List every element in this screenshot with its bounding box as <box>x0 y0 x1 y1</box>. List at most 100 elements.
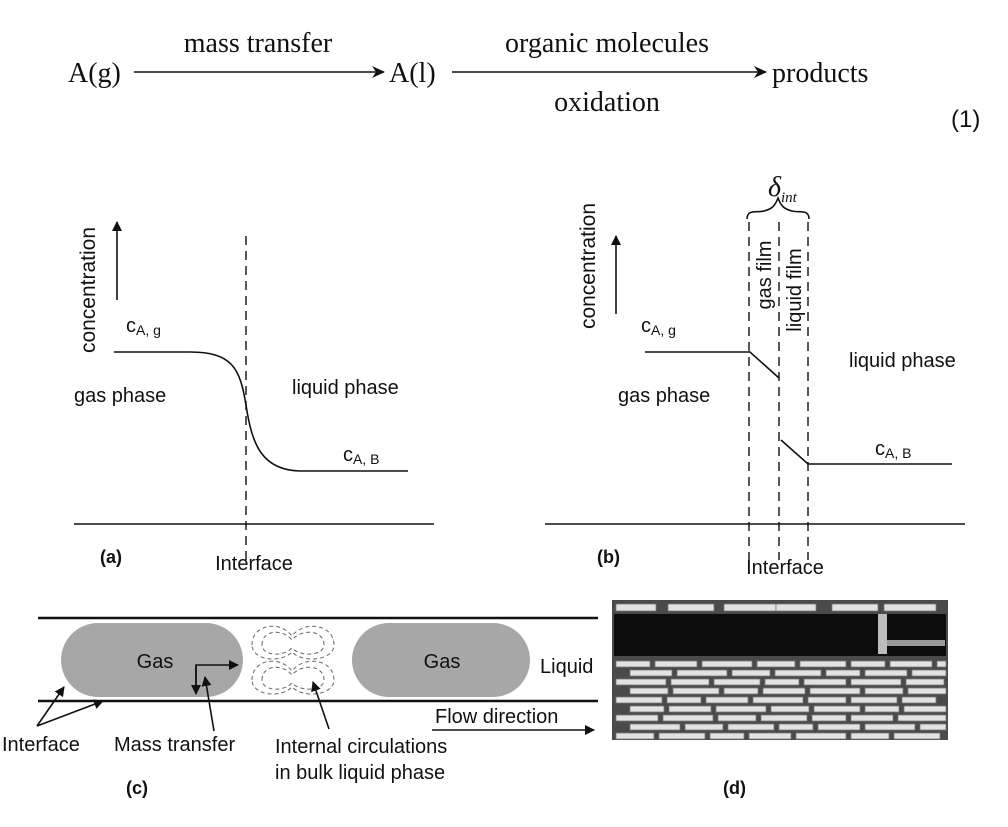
photo-cell <box>907 687 947 695</box>
panel-a-c-liquid-label: cA, B <box>343 444 379 467</box>
photo-cell <box>672 687 720 695</box>
photo-cell <box>850 732 890 740</box>
interface-pointer-bubble <box>36 686 65 727</box>
panel-a-c-gas-label: cA, g <box>126 315 161 338</box>
circulation-loop-lower-outer <box>251 660 335 695</box>
panel-a-interface-label: Interface <box>215 553 293 575</box>
liquid-label: Liquid <box>540 656 593 678</box>
circulation-loop-upper-outer <box>251 625 335 660</box>
circulation-loop-lower-inner <box>261 666 325 690</box>
panel-b-interface-label: Interface <box>746 557 824 579</box>
photo-cell <box>684 723 724 731</box>
photo-cell <box>662 714 714 722</box>
flow-direction-label: Flow direction <box>435 706 558 728</box>
photo-cell <box>764 678 800 686</box>
photo-cell <box>831 603 879 612</box>
interface-pointer-wall <box>36 699 104 727</box>
photo-cell <box>667 603 715 612</box>
photo-cell <box>799 660 847 668</box>
photo-cell <box>731 669 771 677</box>
panel-c: Gas Gas Liquid Flow direction Interface … <box>2 616 598 798</box>
photo-cell <box>654 660 698 668</box>
photo-cell <box>615 660 651 668</box>
panel-b-gas-phase-label: gas phase <box>618 385 710 407</box>
photo-cell <box>752 696 804 704</box>
photo-cell <box>850 660 886 668</box>
photo-cell <box>713 678 761 686</box>
photo-cell <box>676 669 728 677</box>
intermediate-label: A(l) <box>389 58 436 89</box>
circulation-label-line1: Internal circulations <box>275 736 447 758</box>
photo-cell <box>813 705 861 713</box>
mass-transfer-label: Mass transfer <box>114 734 235 756</box>
gas-bubble-right <box>352 623 530 697</box>
photo-horizontal-bar <box>887 640 945 646</box>
photo-cell <box>668 705 712 713</box>
panel-b-c-liquid-label: cA, B <box>875 438 911 461</box>
oxidation-arrow-bottom-label: oxidation <box>554 87 660 118</box>
photo-cell <box>807 696 847 704</box>
panel-b-liquid-film-label: liquid film <box>784 248 806 331</box>
internal-circulation-loops <box>251 625 335 695</box>
panel-a: concentration cA, g gas phase liquid pha… <box>74 221 434 575</box>
panel-b-liquid-phase-label: liquid phase <box>849 350 956 372</box>
photo-cell <box>864 723 916 731</box>
photo-cell <box>717 714 757 722</box>
photo-cell <box>723 603 777 612</box>
photo-cell <box>850 696 898 704</box>
photo-cell <box>864 669 908 677</box>
reactant-label: A(g) <box>68 58 121 89</box>
photo-cell <box>615 732 655 740</box>
panel-b-delta-brace <box>746 195 810 220</box>
panel-d-label: (d) <box>723 778 746 798</box>
panel-b-liquid-side-profile <box>780 439 952 465</box>
photo-cell <box>760 714 808 722</box>
photo-cell <box>774 669 822 677</box>
photo-cell-array <box>615 603 947 740</box>
panel-a-concentration-profile <box>114 351 408 472</box>
photo-cell <box>903 705 947 713</box>
photo-cell <box>748 732 792 740</box>
circulation-pointer <box>311 681 330 730</box>
photo-cell <box>615 678 667 686</box>
photo-cell <box>629 723 681 731</box>
photo-cell <box>762 687 806 695</box>
photo-cell <box>919 723 947 731</box>
gas-bubble-left-label: Gas <box>137 651 174 673</box>
photo-cell <box>709 732 745 740</box>
panel-b-label: (b) <box>597 547 620 567</box>
panel-b-c-gas-label: cA, g <box>641 315 676 338</box>
mass-transfer-pointer <box>201 676 215 732</box>
panel-a-y-axis-label: concentration <box>77 227 100 353</box>
photo-cell <box>803 678 847 686</box>
photo-cell <box>615 696 663 704</box>
photo-cell <box>809 687 861 695</box>
photo-cell <box>629 705 665 713</box>
photo-cell <box>770 705 810 713</box>
photo-cell <box>905 678 945 686</box>
panel-b-y-axis-label: concentration <box>577 203 600 329</box>
photo-cell <box>658 732 706 740</box>
panel-a-label: (a) <box>100 547 122 567</box>
photo-cell <box>795 732 847 740</box>
reaction-equation: A(g) mass transfer A(l) organic molecule… <box>68 28 980 133</box>
photo-cell <box>850 714 894 722</box>
circulation-loop-upper-inner <box>261 631 325 655</box>
photo-cell <box>727 723 775 731</box>
photo-cell <box>889 660 933 668</box>
photo-cell <box>775 603 817 612</box>
panel-b-delta-label: δint <box>768 172 798 206</box>
circulation-label-line2: in bulk liquid phase <box>275 762 445 784</box>
photo-cell <box>897 714 947 722</box>
photo-cell <box>936 660 947 668</box>
photo-cell <box>850 678 902 686</box>
photo-dark-channel <box>614 614 946 656</box>
photo-cell <box>901 696 937 704</box>
photo-cell <box>811 714 847 722</box>
panel-d: (d) <box>612 600 948 798</box>
photo-cell <box>670 678 710 686</box>
photo-cell <box>864 687 904 695</box>
panel-a-gas-phase-label: gas phase <box>74 385 166 407</box>
product-label: products <box>772 58 868 89</box>
